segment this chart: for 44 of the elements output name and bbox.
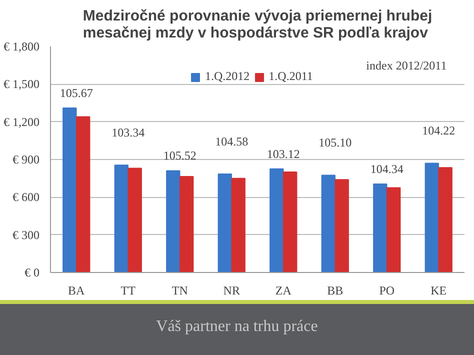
bar <box>218 173 232 272</box>
bar <box>166 170 180 272</box>
annotation: index 2012/2011 <box>366 58 447 72</box>
x-tick-label: KE <box>430 284 447 298</box>
x-tick-label: NR <box>223 284 240 298</box>
bar <box>231 178 246 272</box>
y-tick-label: € 900 <box>12 152 40 166</box>
y-tick-label: € 1,200 <box>4 114 40 129</box>
x-tick-label: ZA <box>275 284 292 298</box>
bar <box>424 162 439 272</box>
x-tick-label: BB <box>327 284 344 298</box>
bar <box>270 168 284 272</box>
annotation: 105.67 <box>60 86 93 100</box>
y-tick-label: € 1,500 <box>4 77 40 92</box>
annotation: 103.34 <box>112 126 145 140</box>
bar <box>334 179 349 272</box>
bar <box>321 174 336 272</box>
bar <box>373 183 388 272</box>
bar <box>283 172 298 272</box>
bar <box>386 187 401 272</box>
chart-title: Medziročné porovnanie vývoja priemernej hrubej mesačnej mzdy v hospodárstve SR podľa krajov <box>82 8 432 42</box>
annotation: 104.58 <box>215 134 248 148</box>
bar <box>114 164 128 272</box>
x-tick-label: PO <box>379 284 395 298</box>
bar <box>76 116 90 272</box>
bar <box>62 108 77 272</box>
bar <box>180 176 194 272</box>
annotation: 105.52 <box>163 148 196 163</box>
text: Váš partner na trhu práce <box>155 317 319 337</box>
y-tick-label: € 600 <box>12 190 40 204</box>
x-tick-label: BA <box>68 284 86 298</box>
bar <box>438 167 452 272</box>
y-tick-label: € 0 <box>24 266 40 280</box>
y-tick-label: € 300 <box>12 228 40 242</box>
legend-label: 1.Q.2012 <box>205 69 250 84</box>
annotation: 105.10 <box>318 136 352 150</box>
x-tick-label: TN <box>172 284 188 298</box>
annotation: 103.12 <box>266 146 300 161</box>
bar <box>128 168 142 272</box>
annotation: 104.22 <box>422 124 456 138</box>
y-tick-label: € 1,800 <box>4 40 40 54</box>
x-tick-label: TT <box>120 284 136 298</box>
annotation: 104.34 <box>370 162 404 176</box>
legend-label: 1.Q.2011 <box>268 69 313 84</box>
